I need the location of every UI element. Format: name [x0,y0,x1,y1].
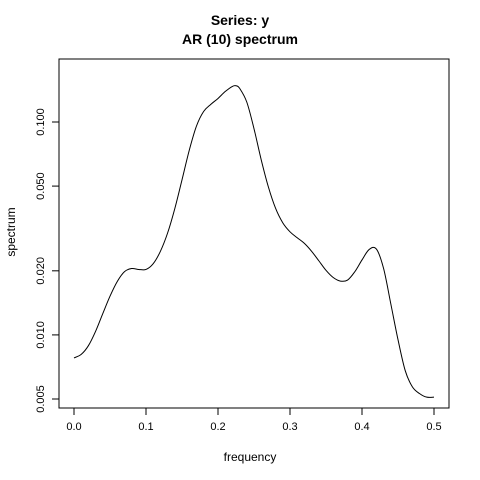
plot-frame [58,58,450,409]
x-tick-label: 0.2 [210,421,225,433]
y-tick-label: 0.010 [35,321,47,349]
chart-subtitle: AR (10) spectrum [182,31,298,47]
x-tick-label: 0.3 [282,421,297,433]
y-tick-label: 0.050 [35,172,47,200]
y-tick-label: 0.020 [35,257,47,285]
x-tick-label: 0.1 [138,421,153,433]
x-tick-label: 0.4 [354,421,369,433]
x-axis-label: frequency [223,450,277,464]
spectrum-line [73,85,435,398]
x-tick-label: 0.5 [426,421,441,433]
chart-title: Series: y [210,12,270,28]
y-tick-label: 0.005 [35,385,47,413]
x-tick-label: 0.0 [66,421,81,433]
y-tick-label: 0.100 [35,108,47,136]
